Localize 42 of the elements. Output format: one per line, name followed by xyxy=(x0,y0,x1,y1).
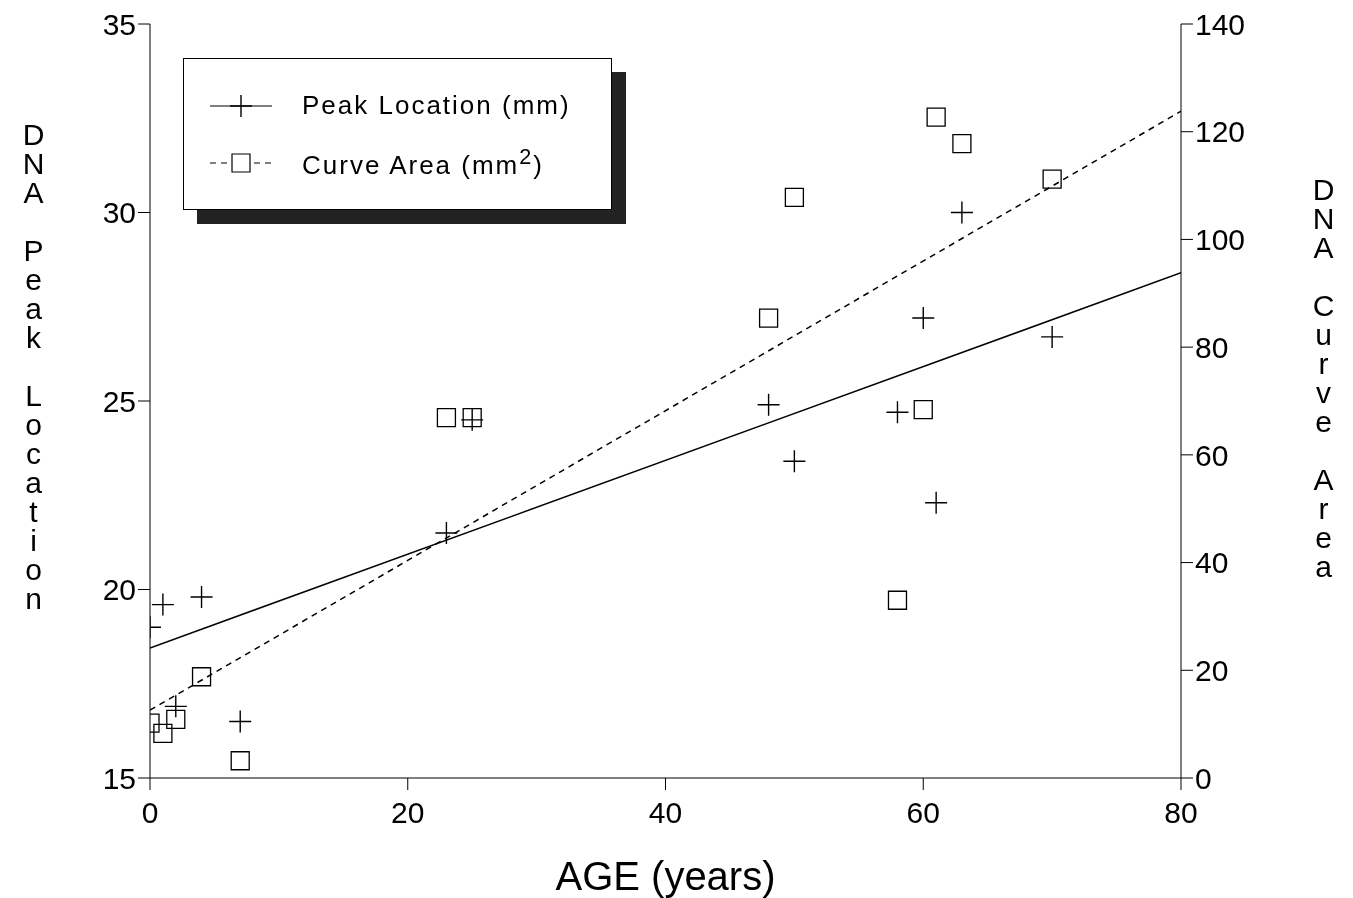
point xyxy=(784,187,805,208)
x-axis-title: AGE (years) xyxy=(555,854,776,898)
point xyxy=(191,667,212,687)
point xyxy=(151,593,174,616)
y2-tick-label: 20 xyxy=(1195,653,1229,687)
point xyxy=(153,723,173,743)
y2-tick-label: 120 xyxy=(1195,115,1246,149)
point xyxy=(887,590,908,610)
point xyxy=(950,201,973,224)
point xyxy=(913,399,933,420)
y-tick-label: 15 xyxy=(102,761,136,795)
x-tick-label: 20 xyxy=(391,796,425,830)
y2-tick-label: 80 xyxy=(1195,330,1229,364)
legend-label: Peak Location (mm) xyxy=(302,90,571,120)
point xyxy=(952,133,972,154)
point xyxy=(925,491,948,514)
y-axis-title: DNA Peak Location xyxy=(17,118,50,611)
x-tick-label: 0 xyxy=(141,796,159,830)
legend-label: Curve Area (mm$^{2}$) xyxy=(302,144,544,180)
y-tick-label: 20 xyxy=(102,573,136,607)
y2-tick-label: 140 xyxy=(1195,7,1246,41)
point xyxy=(436,408,457,428)
y2-axis-title: DNA Curve Area xyxy=(1307,173,1340,579)
point xyxy=(166,709,186,729)
point xyxy=(1042,169,1062,189)
x-tick-label: 60 xyxy=(906,796,940,830)
y-tick-label: 35 xyxy=(102,7,136,41)
point xyxy=(926,107,946,127)
y-tick-label: 25 xyxy=(102,384,136,418)
y2-tick-label: 100 xyxy=(1195,223,1246,257)
point xyxy=(190,586,213,609)
y-tick-label: 30 xyxy=(102,196,136,230)
x-tick-label: 80 xyxy=(1164,796,1198,830)
point xyxy=(435,521,458,544)
point xyxy=(912,307,935,330)
y2-tick-label: 60 xyxy=(1195,438,1229,472)
x-tick-label: 40 xyxy=(648,796,683,830)
point xyxy=(758,308,779,328)
point xyxy=(1041,325,1064,348)
y2-tick-label: 40 xyxy=(1195,546,1229,580)
point xyxy=(230,751,250,771)
y2-tick-label: 0 xyxy=(1195,761,1212,795)
